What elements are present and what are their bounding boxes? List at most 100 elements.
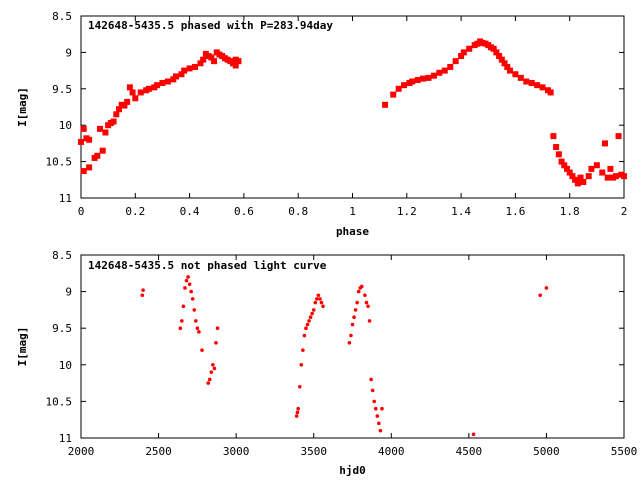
data-point <box>215 326 220 331</box>
data-point <box>367 319 372 323</box>
data-point <box>577 174 584 181</box>
data-point <box>363 293 367 298</box>
data-point <box>353 308 358 312</box>
data-point <box>572 176 579 183</box>
data-point <box>430 72 437 79</box>
data-point <box>192 308 197 312</box>
data-point <box>183 286 187 290</box>
data-point <box>86 136 93 143</box>
data-point <box>347 341 352 345</box>
data-point <box>209 370 214 374</box>
data-point <box>569 173 576 180</box>
data-point <box>304 326 308 331</box>
data-point <box>504 63 511 70</box>
x-tick-label: 1 <box>349 205 356 218</box>
data-point <box>206 381 211 385</box>
data-point <box>319 300 324 305</box>
data-point <box>380 406 384 411</box>
data-point <box>189 289 193 294</box>
data-point <box>466 45 473 52</box>
data-point <box>313 300 318 305</box>
data-point <box>132 95 139 102</box>
data-point <box>409 78 416 85</box>
y-tick-label: 11 <box>59 192 72 205</box>
data-point <box>301 348 305 352</box>
data-point <box>207 377 212 382</box>
data-point <box>310 311 314 316</box>
data-point <box>612 173 619 180</box>
data-point <box>124 98 131 105</box>
data-point <box>471 432 476 437</box>
data-point <box>580 178 587 185</box>
x-tick-label: 5500 <box>611 445 638 458</box>
data-point <box>211 363 215 367</box>
data-point <box>154 82 161 89</box>
data-point <box>214 341 218 345</box>
data-point <box>129 89 136 96</box>
data-point <box>296 406 301 411</box>
x-tick-label: 0.6 <box>234 205 254 218</box>
data-point <box>140 293 145 298</box>
data-point <box>316 293 321 298</box>
data-point <box>599 169 606 176</box>
data-point <box>566 169 573 176</box>
data-point <box>200 348 204 352</box>
x-tick-label: 0.8 <box>288 205 308 218</box>
data-point <box>615 133 622 140</box>
data-point <box>180 319 184 323</box>
y-tick-label: 10.5 <box>46 156 73 169</box>
data-point <box>621 173 627 180</box>
data-point <box>538 293 543 298</box>
data-point <box>110 118 117 125</box>
x-tick-label: 1.2 <box>397 205 417 218</box>
data-point <box>116 106 123 113</box>
data-point <box>493 49 500 56</box>
data-point <box>585 173 592 180</box>
data-point <box>356 289 361 294</box>
data-point <box>299 363 304 367</box>
data-point <box>80 168 87 175</box>
data-point <box>593 162 600 169</box>
y-tick-label: 8.5 <box>52 249 72 262</box>
x-tick-label: 5000 <box>533 445 560 458</box>
unphased-light-curve-panel: 2000 2500 3000 3500 4000 4500 5000 5500 8.5 9 9.5 1… <box>16 249 637 477</box>
data-point <box>145 85 152 92</box>
data-point <box>113 111 120 118</box>
data-point <box>364 300 369 305</box>
data-point <box>181 67 188 74</box>
data-point <box>607 165 614 172</box>
data-point <box>350 322 355 327</box>
data-point <box>436 69 443 76</box>
data-point <box>496 53 503 60</box>
data-point <box>601 140 608 147</box>
data-point <box>80 125 87 132</box>
data-point <box>501 60 508 67</box>
data-point <box>563 165 570 172</box>
data-point <box>458 53 465 60</box>
chart-title: 142648-5435.5 phased with P=283.94day <box>88 19 333 32</box>
data-point <box>604 174 611 181</box>
data-point <box>121 102 128 109</box>
plot-frame <box>80 15 625 199</box>
data-point <box>378 428 383 433</box>
data-point <box>447 63 454 70</box>
data-point <box>382 101 389 108</box>
data-point <box>517 74 524 81</box>
data-point <box>305 322 310 327</box>
data-point <box>395 85 402 92</box>
data-point <box>187 282 192 287</box>
y-tick-label: 10.5 <box>46 395 73 408</box>
y-tick-label: 10 <box>59 119 72 132</box>
y-tick-label: 10 <box>59 359 72 372</box>
data-point <box>235 58 242 65</box>
data-point <box>308 315 313 320</box>
data-point <box>375 414 380 418</box>
data-point <box>302 333 307 338</box>
data-point <box>178 71 185 78</box>
x-tick-label: 2000 <box>68 445 95 458</box>
data-point <box>211 58 218 65</box>
data-point <box>512 71 519 78</box>
data-point <box>550 133 557 140</box>
data-point <box>539 84 546 91</box>
data-point <box>178 326 183 331</box>
